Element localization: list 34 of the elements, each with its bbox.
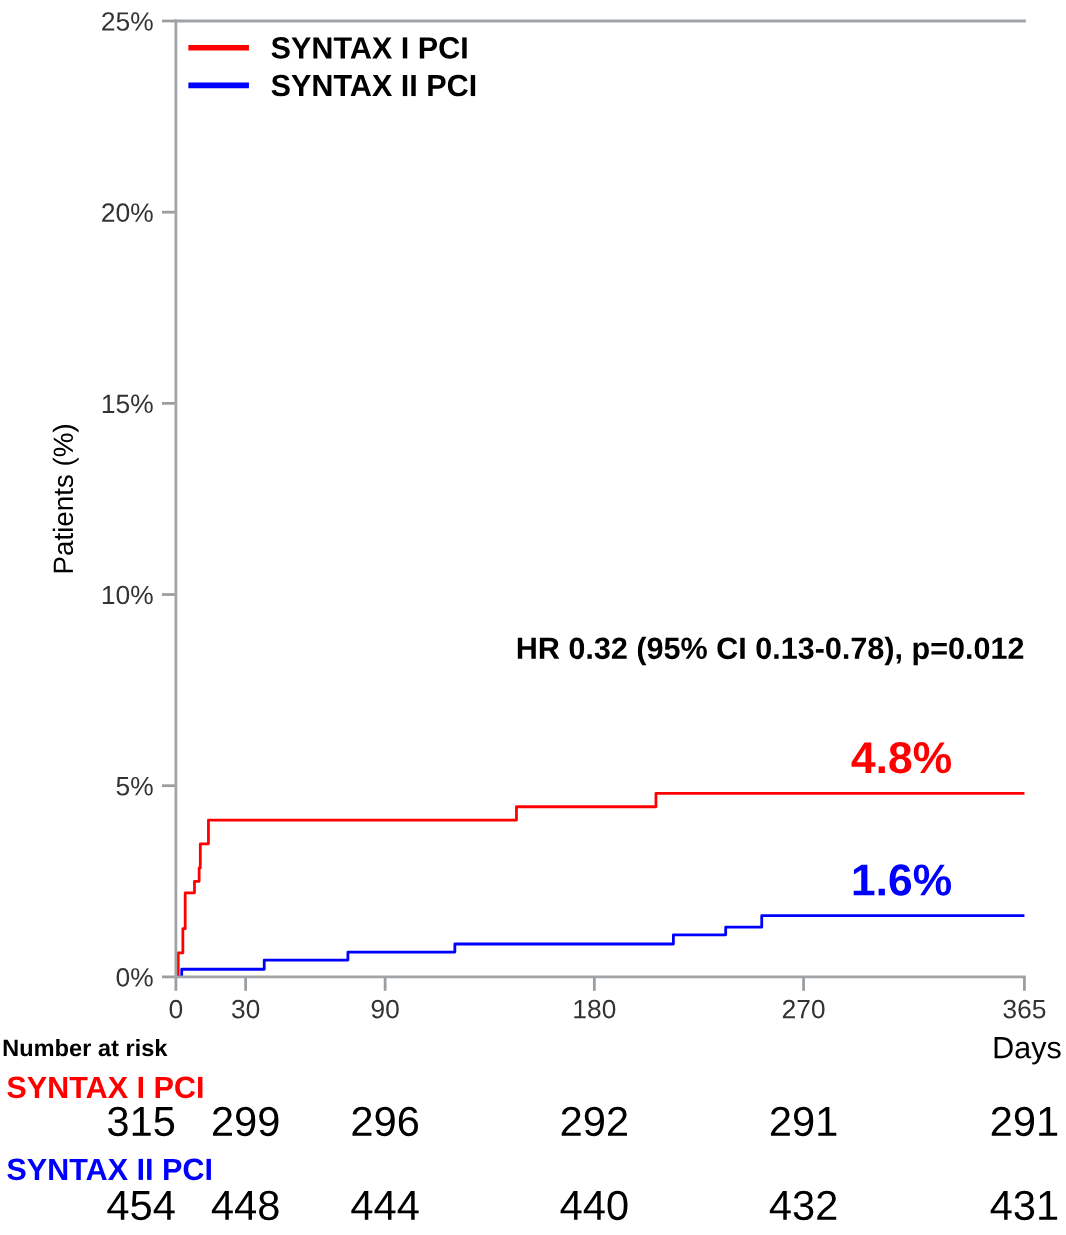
text: 292 <box>561 1106 628 1137</box>
text: 454 <box>107 1191 175 1221</box>
legend-label: SYNTAX II PCI <box>271 74 476 97</box>
x-axis-title: Days <box>994 1037 1061 1065</box>
text: SYNTAX II PCI <box>7 1158 211 1181</box>
y-tick-label: 20% <box>102 203 153 222</box>
text: 448 <box>211 1190 279 1221</box>
text: 440 <box>560 1190 628 1221</box>
y-tick-label: 0% <box>116 968 153 987</box>
legend-label: SYNTAX I PCI <box>271 37 467 59</box>
y-tick-label: 5% <box>116 776 153 796</box>
annotation: HR 0.32 (95% CI 0.13-0.78), p=0.012 <box>517 636 1024 666</box>
x-tick-label: 0 <box>169 999 183 1019</box>
text: Number at risk <box>3 1038 168 1057</box>
text: 432 <box>769 1190 837 1221</box>
text: SYNTAX I PCI <box>7 1076 203 1099</box>
annotation: 1.6% <box>853 864 952 896</box>
text: 291 <box>991 1106 1058 1137</box>
text: 291 <box>770 1106 837 1137</box>
x-tick-label: 270 <box>782 999 825 1019</box>
annotation: 4.8% <box>851 741 952 774</box>
x-tick-label: 30 <box>231 999 260 1019</box>
x-tick-label: 365 <box>1003 999 1046 1019</box>
x-tick-label: 90 <box>371 999 399 1019</box>
text: 315 <box>107 1106 175 1137</box>
y-axis-title: Patients (%) <box>52 425 79 573</box>
text: 431 <box>990 1190 1058 1221</box>
y-tick-label: 15% <box>102 394 153 414</box>
x-tick-label: 180 <box>574 999 616 1019</box>
text: 299 <box>212 1106 279 1137</box>
text: 444 <box>351 1191 419 1220</box>
y-tick-label: 10% <box>102 585 153 605</box>
y-tick-label: 25% <box>102 12 153 31</box>
text: 296 <box>352 1106 419 1137</box>
